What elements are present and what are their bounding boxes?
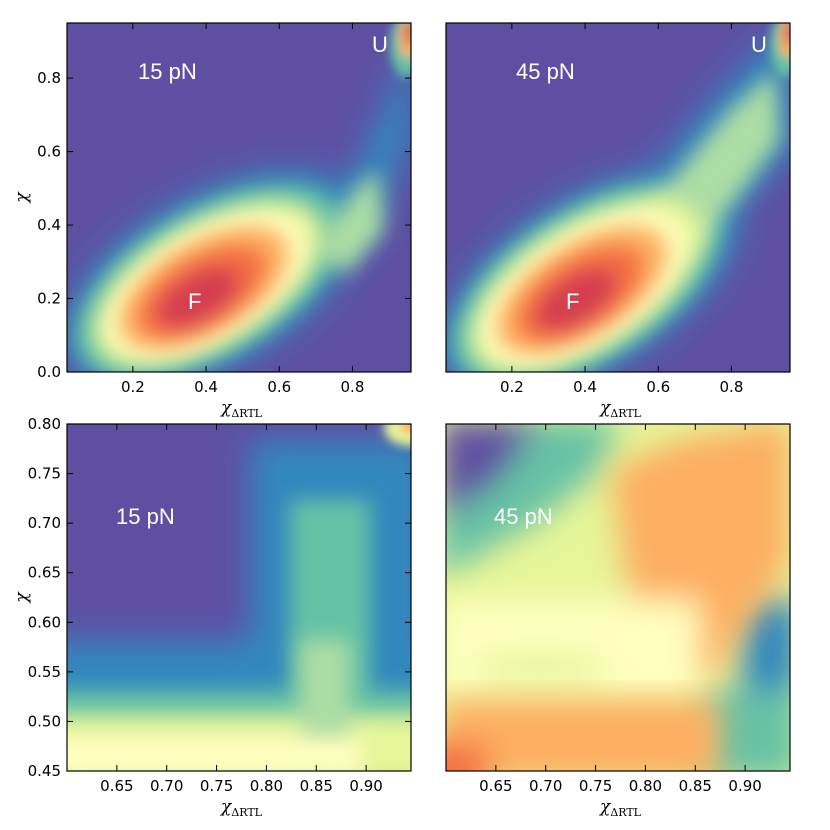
x-axis-label-main: χ	[599, 398, 612, 418]
density-ridge	[470, 652, 610, 684]
x-axis-label: χΔRTL	[220, 398, 263, 420]
x-tick-label: 0.4	[194, 378, 218, 396]
heatmap-panel-bottom-right: 45 pN 0.65 0.70 0.75 0.80 0.85 0.90 χΔRTL	[445, 423, 791, 819]
y-tick-label: 0.70	[28, 514, 61, 532]
x-tick-label: 0.6	[267, 378, 291, 396]
annotation-folded-top-right: F	[566, 289, 579, 314]
y-axis-label: χ	[12, 591, 32, 604]
y-tick-label: 0.80	[28, 415, 61, 433]
density-map-top-left	[67, 23, 411, 372]
force-label-bottom-left: 15 pN	[116, 504, 175, 529]
force-label-top-left: 15 pN	[138, 59, 197, 84]
heatmap-panel-top-right: 45 pN F U 0.2 0.4 0.6 0.8 χΔRTL	[445, 22, 791, 420]
corner-density-core	[400, 424, 411, 434]
x-tick-label: 0.70	[529, 777, 562, 795]
y-axis-label: χ	[12, 191, 32, 204]
density-map-bottom-left	[67, 424, 411, 771]
x-tick-label: 0.4	[573, 378, 597, 396]
x-axis-label: χΔRTL	[599, 398, 642, 420]
y-tick-label: 0.45	[28, 762, 61, 780]
density-level-7	[156, 267, 240, 329]
axes-bottom-left: 0.65 0.70 0.75 0.80 0.85 0.90 0.45 0.50 0.55 0.60…	[12, 415, 411, 819]
density-band-4	[67, 738, 360, 771]
x-axis-label: χΔRTL	[599, 797, 642, 819]
density-map-bottom-right	[446, 424, 790, 771]
y-tick-label: 0.50	[28, 712, 61, 730]
y-tick-label: 0.65	[28, 564, 61, 582]
x-tick-label: 0.65	[479, 777, 512, 795]
annotation-unfolded-top-left: U	[372, 32, 388, 57]
plot-frame-top-left	[66, 22, 412, 373]
force-label-bottom-right: 45 pN	[494, 504, 553, 529]
heatmap-panel-bottom-left: 15 pN 0.65 0.70 0.75 0.80 0.85 0.900.450.500.…	[12, 415, 412, 819]
x-axis-label-main: χ	[599, 797, 612, 817]
x-tick-label: 0.85	[300, 777, 333, 795]
unfolded-basin-core	[405, 23, 411, 45]
y-tick-label: 0.60	[28, 613, 61, 631]
density-tail-2	[320, 170, 384, 275]
x-axis-label: χΔRTL	[220, 797, 263, 819]
x-tick-label: 0.2	[121, 378, 145, 396]
y-tick-label: 0.75	[28, 465, 61, 483]
y-tick-label: 0.6	[37, 143, 61, 161]
x-tick-label: 0.65	[100, 777, 133, 795]
annotation-folded-top-left: F	[188, 289, 201, 314]
x-tick-label: 0.70	[150, 777, 183, 795]
plot-frame-bottom-left	[66, 423, 412, 772]
x-tick-label: 0.80	[629, 777, 662, 795]
x-tick-label: 0.90	[728, 777, 761, 795]
plot-frame-top-right	[445, 22, 791, 373]
x-tick-label: 0.8	[341, 378, 365, 396]
x-tick-label: 0.90	[349, 777, 382, 795]
high-density-region	[610, 424, 790, 650]
axes-top-right: 0.2 0.4 0.6 0.8 χΔRTL	[500, 23, 743, 420]
heatmap-panel-top-left: 15 pN F U 0.2 0.4 0.6 0.80.00.20.40.60.8χΔR…	[12, 22, 412, 420]
x-tick-label: 0.75	[579, 777, 612, 795]
density-map-top-right	[446, 23, 790, 372]
x-tick-label: 0.6	[646, 378, 670, 396]
x-axis-label-subscript: ΔRTL	[610, 806, 641, 819]
x-tick-label: 0.75	[200, 777, 233, 795]
y-tick-label: 0.8	[37, 69, 61, 87]
x-tick-label: 0.2	[500, 378, 524, 396]
x-tick-label: 0.8	[720, 378, 744, 396]
axes-bottom-right: 0.65 0.70 0.75 0.80 0.85 0.90 χΔRTL	[479, 424, 762, 819]
x-tick-label: 0.80	[250, 777, 283, 795]
x-axis-label-subscript: ΔRTL	[610, 407, 641, 420]
unfolded-basin-core	[785, 23, 790, 45]
x-axis-label-subscript: ΔRTL	[231, 407, 262, 420]
x-tick-label: 0.85	[679, 777, 712, 795]
x-axis-label-subscript: ΔRTL	[231, 806, 262, 819]
y-tick-label: 0.2	[37, 290, 61, 308]
x-axis-label-main: χ	[220, 398, 233, 418]
density-floor	[446, 700, 720, 771]
y-tick-label: 0.0	[37, 363, 61, 381]
density-edge-top	[446, 424, 619, 576]
plot-frame-bottom-right	[445, 423, 791, 772]
density-plateau	[446, 600, 700, 700]
y-tick-label: 0.4	[37, 216, 61, 234]
y-tick-label: 0.55	[28, 663, 61, 681]
high-density-corner	[446, 740, 492, 771]
density-level-7	[534, 268, 618, 332]
annotation-unfolded-top-right: U	[751, 32, 767, 57]
x-axis-label-main: χ	[220, 797, 233, 817]
force-label-top-right: 45 pN	[516, 59, 575, 84]
